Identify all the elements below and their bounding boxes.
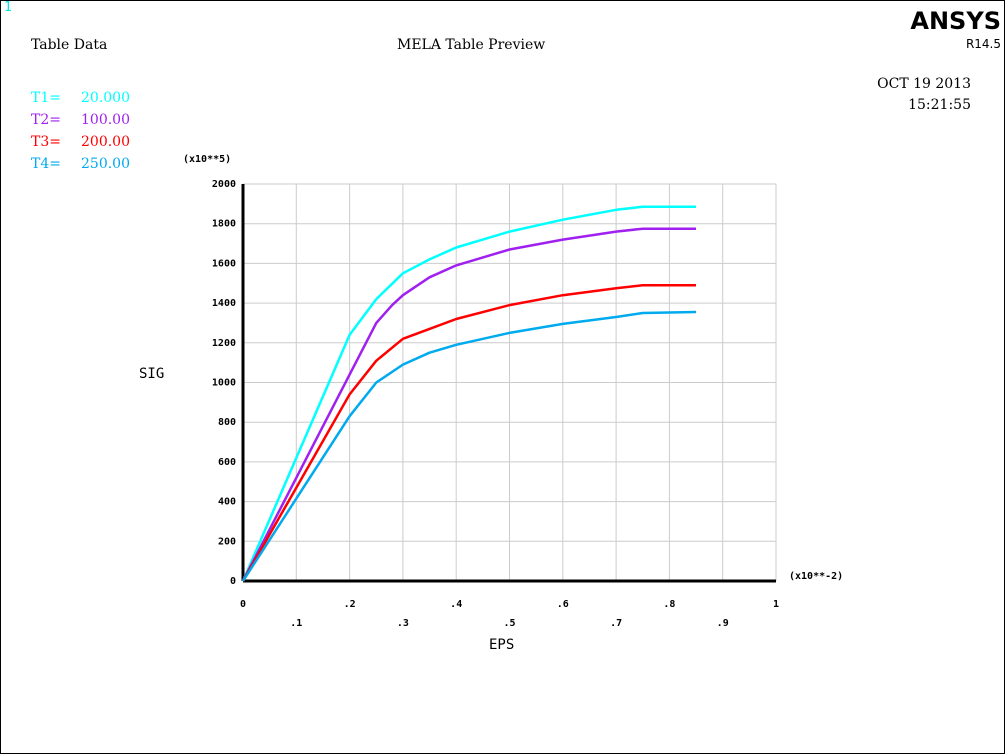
y-multiplier-label: (x10**5): [183, 154, 231, 165]
y-tick-label: 600: [218, 457, 236, 468]
legend-entry-t3: T3= 200.00: [31, 134, 130, 150]
x-tick-label: .8: [663, 599, 675, 610]
y-tick-label: 1000: [212, 378, 236, 389]
y-tick-label: 1600: [212, 258, 236, 269]
legend-value: 20.000: [81, 90, 130, 106]
legend-entry-t2: T2= 100.00: [31, 112, 130, 128]
date-text: OCT 19 2013: [877, 76, 971, 92]
brand-logo: ANSYS: [910, 7, 1001, 35]
series-line: [241, 205, 696, 582]
y-tick-label: 800: [218, 417, 236, 428]
y-tick-label: 1400: [212, 298, 236, 309]
release-label: R14.5: [965, 37, 1001, 51]
legend-value: 200.00: [81, 134, 130, 150]
y-tick-label: 1200: [212, 338, 236, 349]
legend-entry-t1: T1= 20.000: [31, 90, 130, 106]
legend-label: T3=: [31, 134, 61, 150]
table-title: Table Data: [31, 37, 108, 53]
x-tick-label: .5: [503, 618, 515, 629]
preview-title: MELA Table Preview: [397, 37, 546, 53]
y-tick-label: 400: [218, 497, 236, 508]
x-tick-label: .3: [397, 618, 409, 629]
series-line: [241, 310, 697, 582]
series-line: [241, 227, 696, 582]
x-tick-label: .9: [717, 618, 729, 629]
x-tick-label: .1: [290, 618, 302, 629]
legend-entry-t4: T4= 250.00: [31, 156, 130, 172]
legend-label: T2=: [31, 112, 61, 128]
legend-value: 250.00: [81, 156, 130, 172]
y-tick-label: 0: [230, 576, 236, 587]
legend-label: T1=: [31, 90, 61, 106]
x-tick-label: .7: [610, 618, 622, 629]
y-axis-label: SIG: [139, 366, 164, 382]
x-tick-label: 1: [773, 599, 779, 610]
time-text: 15:21:55: [908, 97, 971, 113]
legend-label: T4=: [31, 156, 61, 172]
x-tick-label: .6: [557, 599, 569, 610]
y-tick-label: 200: [218, 536, 236, 547]
x-tick-label: .2: [344, 599, 356, 610]
y-tick-label: 2000: [212, 179, 236, 190]
legend-value: 100.00: [81, 112, 130, 128]
series-line: [241, 283, 696, 582]
x-axis-label: EPS: [489, 637, 514, 653]
x-tick-label: 0: [240, 599, 246, 610]
window-number: 1: [4, 0, 12, 15]
x-multiplier-label: (x10**-2): [789, 571, 843, 582]
y-tick-label: 1800: [212, 219, 236, 230]
x-tick-label: .4: [450, 599, 462, 610]
